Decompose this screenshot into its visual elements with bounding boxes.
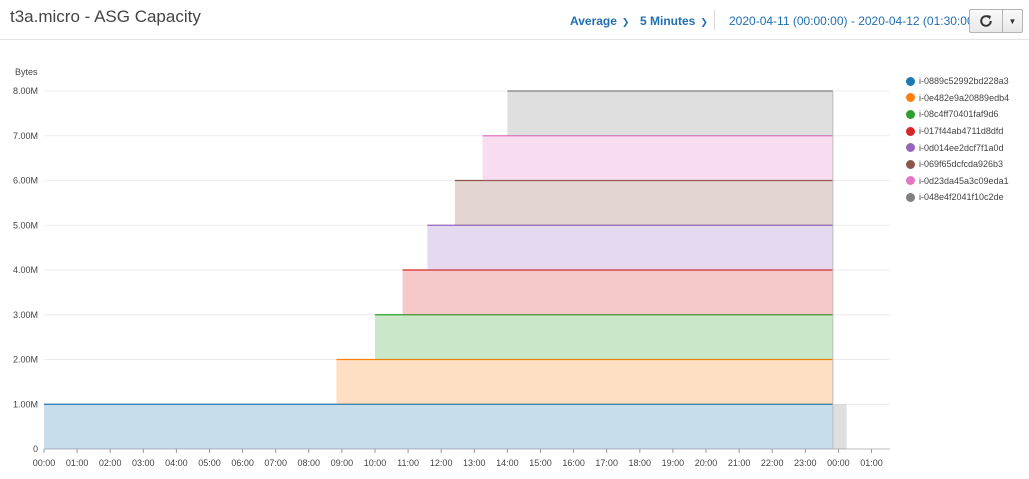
legend-label: i-069f65dcfcda926b3	[919, 159, 1004, 170]
series-area	[44, 404, 833, 449]
x-tick-label: 09:00	[331, 458, 354, 468]
widget-header: t3a.micro - ASG Capacity Average ❯ 5 Minu…	[0, 0, 1029, 40]
y-tick-label: 8.00M	[13, 86, 38, 96]
x-tick-label: 14:00	[496, 458, 519, 468]
legend-swatch	[906, 143, 915, 153]
x-tick-label: 15:00	[529, 458, 552, 468]
legend-label: i-08c4ff70401faf9d6	[919, 109, 999, 120]
capacity-chart: 0 1.00M 2.00M 3.00M 4.00M 5.00M 6.00M 7.00M 8.00…	[13, 67, 890, 468]
x-tick-label: 12:00	[430, 458, 453, 468]
x-tick-label: 02:00	[99, 458, 122, 468]
x-tick-label: 13:00	[463, 458, 486, 468]
period-label: 5 Minutes	[640, 14, 696, 28]
legend-item[interactable]: i-048e4f2041f10c2de	[906, 189, 1009, 206]
y-axis-label: Bytes	[15, 67, 38, 77]
y-tick-label: 5.00M	[13, 220, 38, 230]
legend-swatch	[906, 109, 915, 119]
legend-swatch	[906, 192, 915, 202]
time-range-label: 2020-04-11 (00:00:00) - 2020-04-12 (01:3…	[729, 14, 978, 28]
x-tick-label: 21:00	[728, 458, 751, 468]
x-tick-label: 17:00	[595, 458, 618, 468]
widget-title: t3a.micro - ASG Capacity	[10, 7, 201, 26]
legend-label: i-0d014ee2dcf7f1a0d	[919, 142, 1004, 153]
legend-item[interactable]: i-0889c52992bd228a3	[906, 73, 1009, 90]
x-tick-label: 00:00	[827, 458, 850, 468]
statistic-label: Average	[570, 14, 617, 28]
legend-label: i-0e482e9a20889edb4	[919, 92, 1010, 103]
y-tick-label: 7.00M	[13, 131, 38, 141]
statistic-dropdown[interactable]: Average ❯	[570, 14, 629, 28]
series-area	[336, 359, 833, 405]
period-dropdown[interactable]: 5 Minutes ❯	[640, 14, 708, 28]
refresh-options-button[interactable]: ▼	[1003, 10, 1022, 32]
x-tick-label: 04:00	[165, 458, 188, 468]
refresh-icon	[980, 15, 992, 27]
time-range-dropdown[interactable]: 2020-04-11 (00:00:00) - 2020-04-12 (01:3…	[729, 14, 992, 28]
x-tick-label: 11:00	[397, 458, 419, 468]
legend-item[interactable]: i-0d014ee2dcf7f1a0d	[906, 139, 1009, 156]
x-tick-label: 00:00	[33, 458, 56, 468]
y-tick-label: 2.00M	[13, 355, 38, 365]
y-tick-label: 0	[33, 444, 38, 454]
x-tick-label: 08:00	[298, 458, 321, 468]
x-tick-label: 23:00	[794, 458, 817, 468]
y-tick-label: 4.00M	[13, 265, 38, 275]
series-area	[507, 91, 833, 136]
refresh-button-group: ▼	[969, 9, 1023, 33]
legend-item[interactable]: i-017f44ab4711d8dfd	[906, 123, 1009, 140]
legend-label: i-0889c52992bd228a3	[919, 76, 1009, 87]
legend-swatch	[906, 176, 915, 186]
legend-label: i-048e4f2041f10c2de	[919, 192, 1004, 203]
legend-item[interactable]: i-0e482e9a20889edb4	[906, 90, 1009, 107]
x-tick-label: 05:00	[198, 458, 221, 468]
y-tick-label: 3.00M	[13, 310, 38, 320]
legend-label: i-017f44ab4711d8dfd	[919, 126, 1004, 137]
legend-item[interactable]: i-08c4ff70401faf9d6	[906, 106, 1009, 123]
x-tick-label: 22:00	[761, 458, 784, 468]
x-tick-label: 06:00	[231, 458, 254, 468]
x-tick-label: 18:00	[629, 458, 652, 468]
series-area-tail	[832, 404, 847, 449]
series-area	[402, 270, 833, 315]
legend-label: i-0d23da45a3c09eda1	[919, 175, 1009, 186]
chevron-down-icon: ❯	[621, 17, 630, 27]
x-tick-label: 10:00	[364, 458, 387, 468]
y-tick-label: 1.00M	[13, 399, 38, 409]
series-area	[427, 225, 833, 270]
x-tick-label: 20:00	[695, 458, 718, 468]
series-area	[482, 135, 833, 181]
x-tick-label: 01:00	[66, 458, 89, 468]
chart-legend: i-0889c52992bd228a3 i-0e482e9a20889edb4 i-…	[906, 73, 1009, 206]
legend-swatch	[906, 159, 915, 169]
legend-item[interactable]: i-0d23da45a3c09eda1	[906, 173, 1009, 190]
x-tick-label: 07:00	[264, 458, 287, 468]
legend-swatch	[906, 93, 915, 103]
x-tick-label: 19:00	[662, 458, 685, 468]
y-tick-label: 6.00M	[13, 176, 38, 186]
caret-down-icon: ▼	[1008, 16, 1017, 26]
x-tick-label: 01:00	[860, 458, 883, 468]
refresh-button[interactable]	[970, 10, 1003, 32]
legend-item[interactable]: i-069f65dcfcda926b3	[906, 156, 1009, 173]
x-tick-label: 03:00	[132, 458, 155, 468]
chevron-down-icon: ❯	[700, 17, 708, 27]
header-divider	[714, 10, 715, 30]
series-area	[454, 180, 833, 226]
legend-swatch	[906, 76, 915, 86]
x-tick-label: 16:00	[562, 458, 585, 468]
legend-swatch	[906, 126, 915, 136]
series-area	[375, 314, 833, 360]
